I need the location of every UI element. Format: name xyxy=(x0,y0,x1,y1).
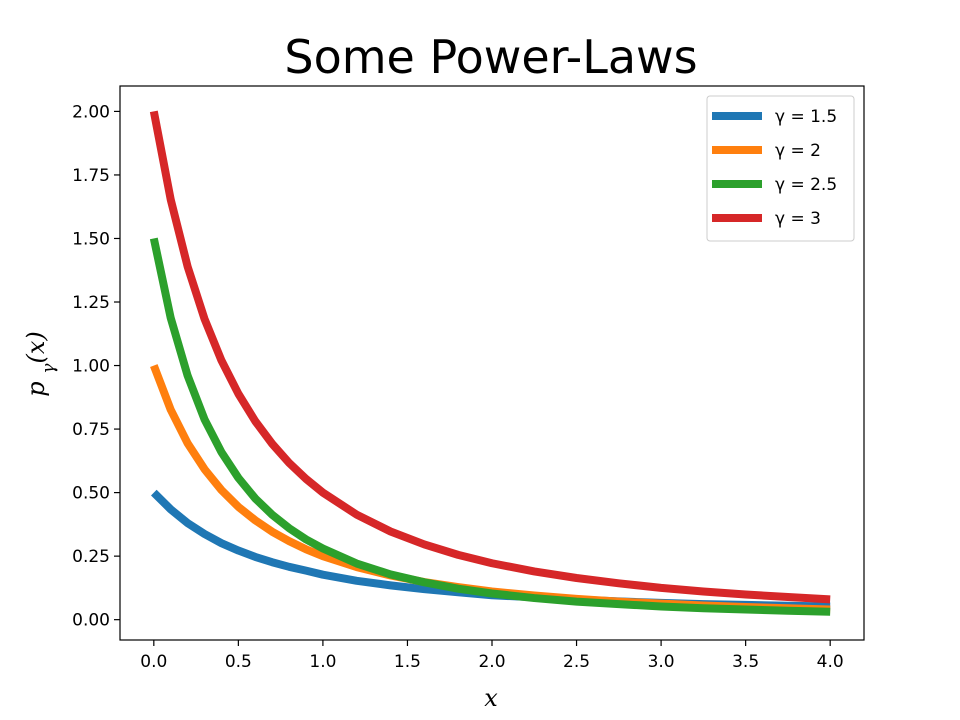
x-tick-label: 1.5 xyxy=(394,652,421,672)
series-line-3 xyxy=(149,237,831,616)
y-tick-label: 1.50 xyxy=(72,229,110,249)
x-tick-label: 0.5 xyxy=(225,652,252,672)
legend-label-3: γ = 2.5 xyxy=(775,175,837,195)
y-tick-label: 1.25 xyxy=(72,293,110,313)
x-axis-ticks: 0.0 0.5 1.0 1.5 2.0 2.5 3.0 3.5 4.0 xyxy=(140,640,844,672)
y-tick-label: 1.75 xyxy=(72,166,110,186)
y-tick-label: 2.00 xyxy=(72,102,110,122)
x-tick-label: 2.0 xyxy=(478,652,505,672)
plot-lines xyxy=(149,110,831,616)
chart-title: Some Power-Laws xyxy=(284,30,697,84)
y-axis-label-subscript: γ xyxy=(39,363,59,374)
legend-label-1: γ = 1.5 xyxy=(775,107,837,127)
x-axis-label: x xyxy=(484,684,498,712)
y-axis-ticks: 0.00 0.25 0.50 0.75 1.00 1.25 1.50 1.75 2.00 xyxy=(72,102,120,631)
y-tick-label: 0.25 xyxy=(72,547,110,567)
y-tick-label: 1.00 xyxy=(72,357,110,377)
x-tick-label: 1.0 xyxy=(309,652,336,672)
x-tick-label: 2.5 xyxy=(563,652,590,672)
x-tick-label: 3.5 xyxy=(732,652,759,672)
y-axis-label: p γ(x) xyxy=(22,331,59,396)
x-tick-label: 0.0 xyxy=(140,652,167,672)
y-axis-label-rest: (x) xyxy=(22,331,50,363)
legend-label-2: γ = 2 xyxy=(775,141,821,161)
legend-label-4: γ = 3 xyxy=(775,209,821,229)
y-axis-label-text: p xyxy=(22,381,50,396)
y-tick-label: 0.00 xyxy=(72,611,110,631)
x-tick-label: 4.0 xyxy=(817,652,844,672)
y-tick-label: 0.50 xyxy=(72,484,110,504)
series-line-4 xyxy=(149,110,831,604)
y-tick-label: 0.75 xyxy=(72,420,110,440)
legend-box xyxy=(706,95,855,242)
legend: γ = 1.5 γ = 2 γ = 2.5 γ = 3 xyxy=(706,95,855,242)
x-tick-label: 3.0 xyxy=(648,652,675,672)
